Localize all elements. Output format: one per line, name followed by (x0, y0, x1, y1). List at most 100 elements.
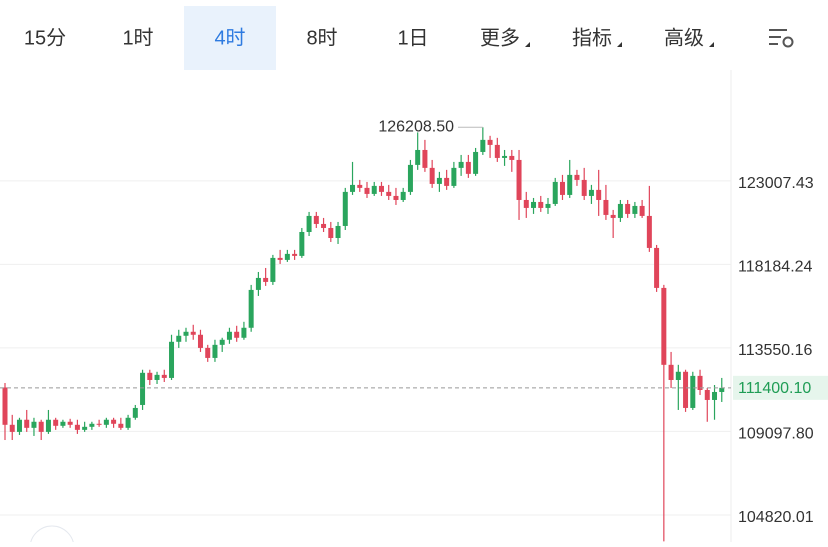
candle-body (169, 341, 175, 378)
candle-body (89, 423, 95, 427)
candle-body (125, 417, 131, 428)
candle-body (2, 387, 8, 425)
candle-body (248, 289, 254, 328)
candle-body (603, 199, 609, 215)
candle-body (226, 331, 232, 340)
candle-body (292, 253, 298, 256)
candle-body (632, 205, 638, 214)
candle-body (596, 189, 602, 200)
dropdown-arrow (525, 42, 530, 47)
candle-body (661, 287, 667, 365)
candle-body (103, 419, 109, 425)
candle-body (212, 344, 218, 358)
candle-body (581, 179, 587, 196)
candle-body (270, 257, 276, 282)
candle-body (284, 253, 290, 260)
candle-body (451, 167, 457, 186)
dropdown-arrow (709, 42, 714, 47)
candle-body (552, 181, 558, 204)
candle-body (538, 201, 544, 208)
candle-body (82, 426, 88, 430)
candle-body (559, 181, 565, 195)
high-label: 126208.50 (378, 119, 454, 136)
tab[interactable]: 8时 (306, 26, 337, 49)
candle-body (306, 215, 312, 232)
tab[interactable]: 1日 (397, 27, 428, 49)
candle-body (574, 174, 580, 180)
candle-body (16, 419, 22, 432)
candle-body (646, 215, 652, 248)
candle-body (407, 164, 413, 192)
candle-body (654, 247, 660, 288)
candle-body (147, 372, 153, 380)
candle-body (154, 374, 160, 380)
candle-body (704, 389, 710, 400)
y-tick-label: 113550.16 (738, 342, 813, 359)
candle-body (422, 149, 428, 168)
candle-body (712, 391, 718, 400)
candle-body (668, 364, 674, 380)
y-tick-label: 104820.01 (738, 509, 814, 526)
candle-body (118, 423, 124, 428)
tab-selected-bg (184, 6, 276, 70)
candle-body (74, 424, 80, 430)
candle-body (567, 174, 573, 195)
candle-body (588, 189, 594, 196)
candle-body (313, 215, 319, 224)
y-tick-label: 123007.43 (738, 175, 814, 192)
candle-body (350, 184, 356, 192)
last-price-label: 111400.10 (738, 380, 811, 397)
candle-body (378, 185, 384, 192)
float-button[interactable] (29, 525, 75, 547)
candle-body (545, 203, 551, 208)
candle-body (465, 161, 471, 174)
tab[interactable]: 指标 (572, 26, 612, 49)
tab[interactable]: 4时 (214, 26, 245, 49)
candle-body (219, 339, 225, 345)
y-tick-label: 118184.24 (738, 259, 813, 276)
candle-body (9, 424, 15, 432)
candle-body (132, 407, 138, 418)
candle-body (683, 371, 689, 408)
candle-body (24, 419, 30, 428)
candle-body (190, 331, 196, 335)
candle-body (719, 387, 725, 392)
candle-body (197, 334, 203, 348)
tab[interactable]: 1时 (122, 26, 153, 49)
candle-body (176, 335, 182, 342)
candle-body (531, 201, 537, 208)
last-price-bg (733, 375, 828, 400)
tab[interactable]: 15分 (24, 26, 66, 49)
candle-body (458, 161, 464, 168)
tab[interactable]: 高级 (664, 26, 704, 49)
candle-body (386, 191, 392, 196)
tab[interactable]: 更多 (480, 26, 520, 49)
candle-body (357, 184, 363, 188)
candle-body (393, 195, 399, 200)
candle-body (111, 419, 117, 424)
y-tick-label: 109097.80 (738, 426, 814, 443)
candle-body (523, 199, 529, 208)
tab-bar (0, 0, 828, 70)
candle-body (617, 203, 623, 218)
candle-body (697, 375, 703, 390)
candle-body (234, 331, 240, 338)
candle-body (473, 151, 479, 174)
candle-body (444, 177, 450, 186)
candle-body (45, 419, 51, 432)
candle-body (241, 327, 247, 338)
candle-body (342, 191, 348, 226)
candle-body (96, 423, 102, 425)
candle-body (335, 225, 341, 238)
dropdown-arrow (617, 42, 622, 47)
candle-body (328, 227, 334, 238)
tabs: 15分 1时 4时 8时 1日 更多 指标 高级 (24, 6, 714, 70)
settings-icon[interactable] (769, 29, 794, 48)
candle-body (60, 421, 66, 426)
candle-body (610, 214, 616, 218)
candle-body (255, 277, 261, 290)
candle-body (516, 159, 522, 200)
candle-body (675, 371, 681, 380)
